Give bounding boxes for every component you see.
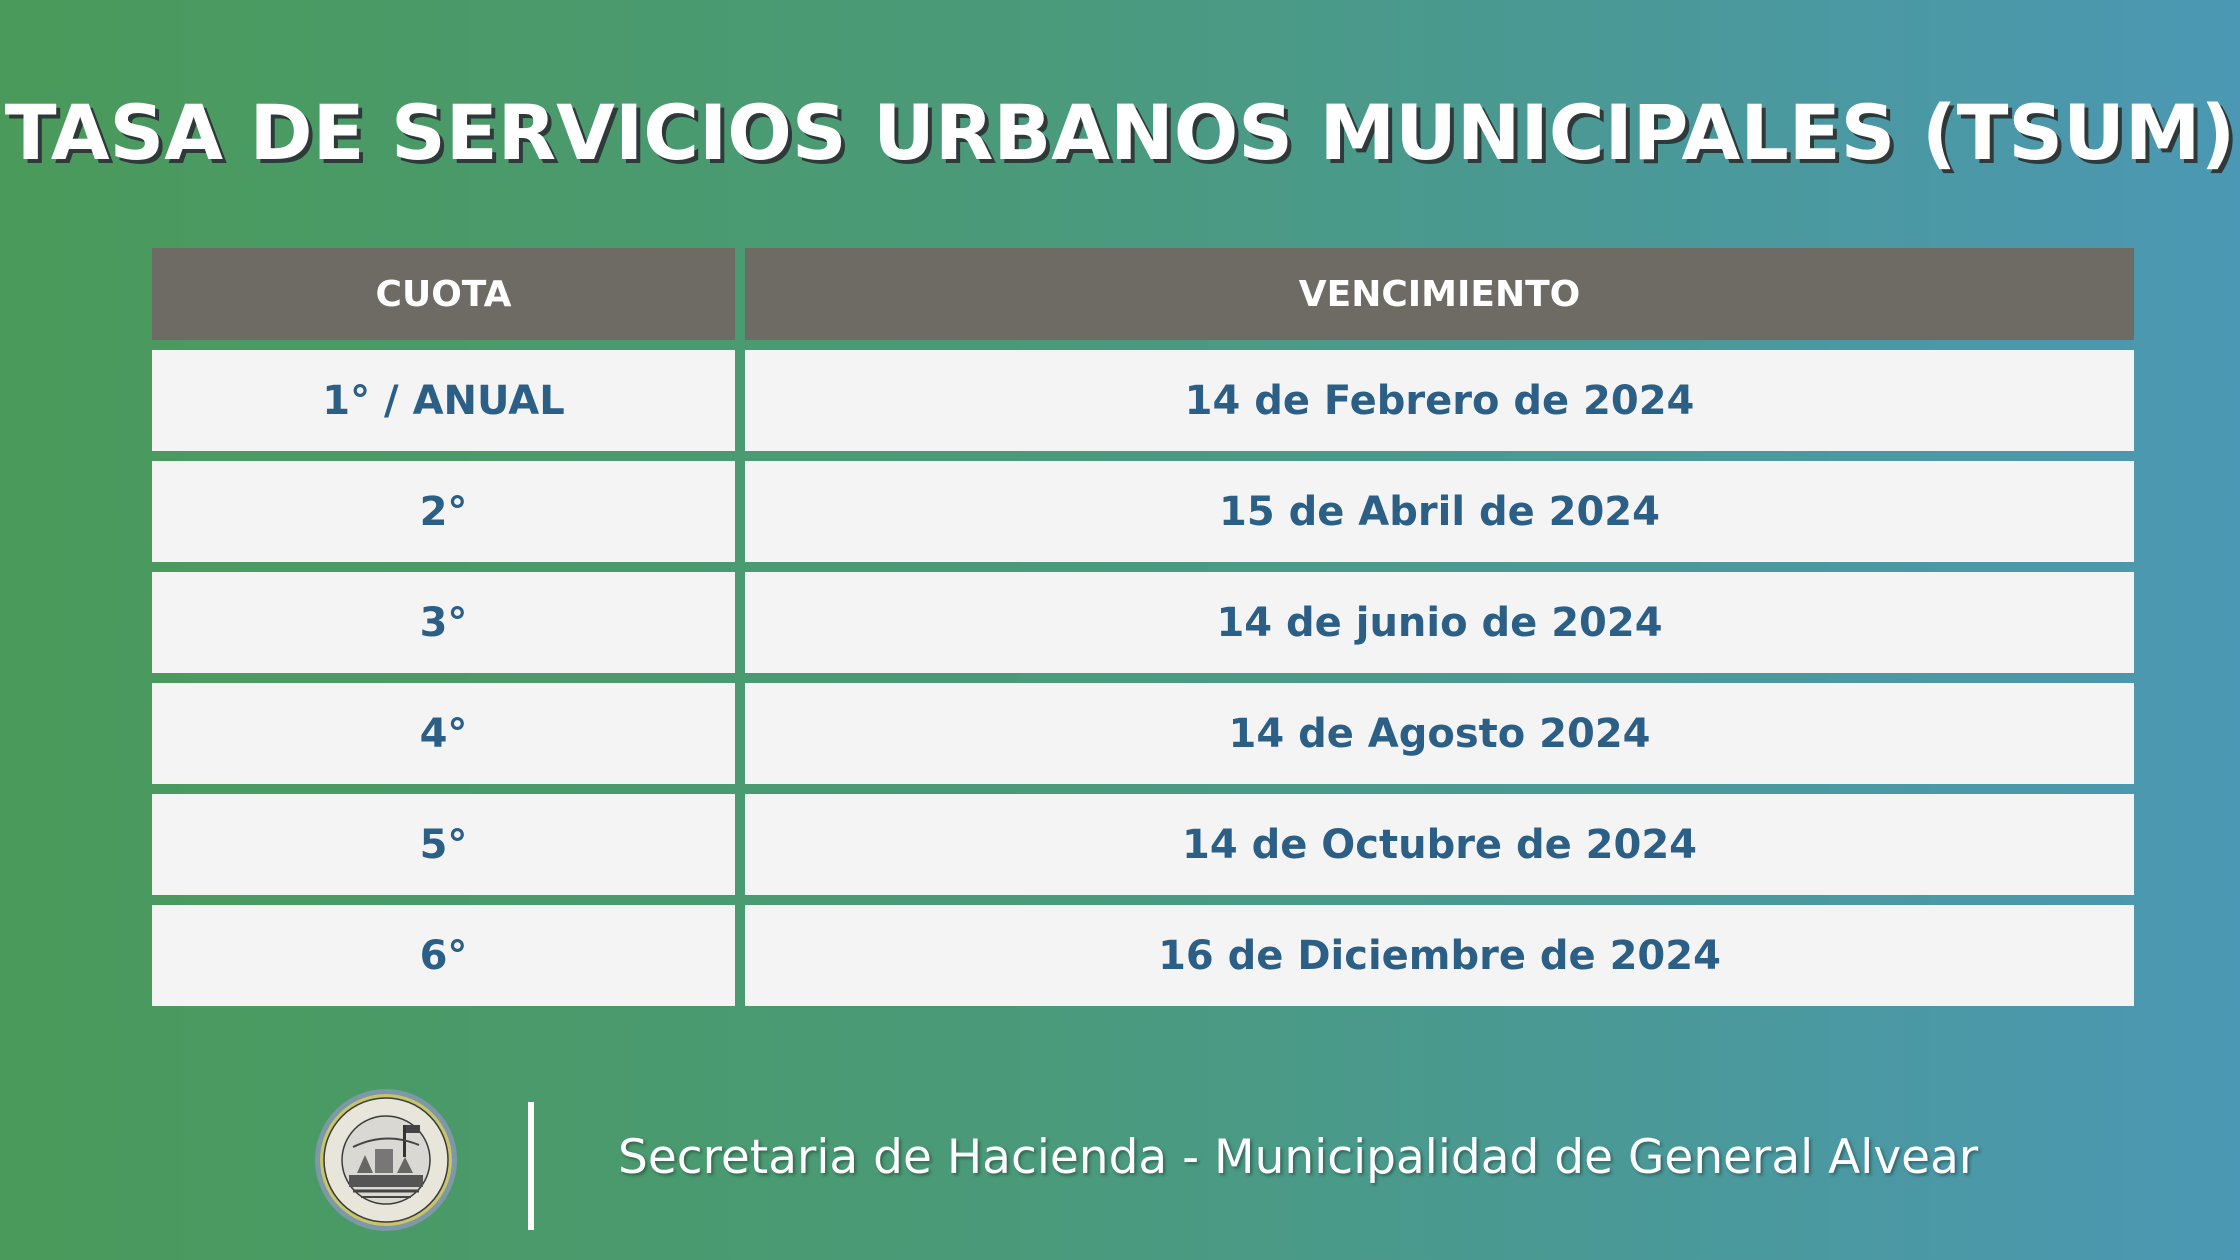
table-row: 4° 14 de Agosto 2024 [152,683,2134,784]
cuota-cell: 2° [152,461,735,562]
vencimiento-cell: 14 de Febrero de 2024 [745,350,2134,451]
municipal-seal-logo [315,1089,457,1231]
footer-divider [528,1102,534,1230]
cuota-cell: 4° [152,683,735,784]
vencimiento-cell: 16 de Diciembre de 2024 [745,905,2134,1006]
cuota-cell: 6° [152,905,735,1006]
page-title: TASA DE SERVICIOS URBANOS MUNICIPALES (T… [4,88,2236,177]
cuota-cell: 3° [152,572,735,673]
column-header-vencimiento: VENCIMIENTO [745,248,2134,340]
table-header-row: CUOTA VENCIMIENTO [152,248,2134,340]
table-row: 5° 14 de Octubre de 2024 [152,794,2134,895]
footer-text: Secretaria de Hacienda - Municipalidad d… [618,1130,1979,1185]
table-row: 6° 16 de Diciembre de 2024 [152,905,2134,1006]
vencimiento-cell: 15 de Abril de 2024 [745,461,2134,562]
column-header-cuota: CUOTA [152,248,735,340]
vencimiento-cell: 14 de junio de 2024 [745,572,2134,673]
table-row: 3° 14 de junio de 2024 [152,572,2134,673]
schedule-table: CUOTA VENCIMIENTO 1° / ANUAL 14 de Febre… [152,248,2134,1016]
table-row: 2° 15 de Abril de 2024 [152,461,2134,562]
table-row: 1° / ANUAL 14 de Febrero de 2024 [152,350,2134,451]
cuota-cell: 1° / ANUAL [152,350,735,451]
vencimiento-cell: 14 de Octubre de 2024 [745,794,2134,895]
cuota-cell: 5° [152,794,735,895]
vencimiento-cell: 14 de Agosto 2024 [745,683,2134,784]
